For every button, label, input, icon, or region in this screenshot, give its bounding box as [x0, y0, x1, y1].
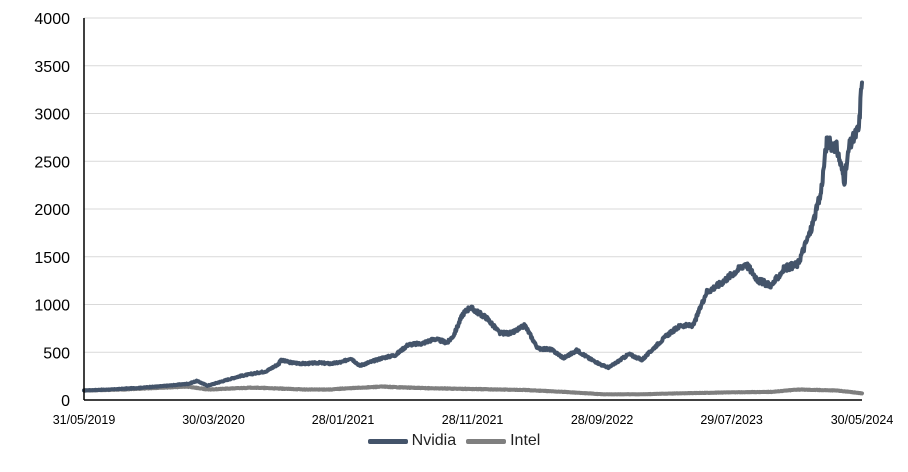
x-axis-labels: 31/05/2019 30/03/2020 28/01/2021 28/11/2021…: [53, 413, 894, 427]
series-line-intel: [82, 384, 864, 397]
y-tick-label: 3500: [34, 59, 70, 76]
legend-item-nvidia: Nvidia: [367, 432, 457, 450]
legend: Nvidia Intel: [0, 430, 908, 452]
series-line-nvidia: [82, 80, 864, 393]
x-tick-label: 31/05/2019: [53, 413, 116, 427]
y-axis-labels: 0 500 1000 1500 2000 2500 3000 3500 4000: [34, 11, 70, 410]
y-tick-label: 4000: [34, 11, 70, 28]
y-tick-label: 0: [61, 393, 70, 410]
axes: [83, 18, 862, 401]
x-tick-label: 28/11/2021: [442, 413, 504, 427]
y-tick-label: 1500: [34, 250, 70, 267]
x-tick-label: 30/03/2020: [182, 413, 245, 427]
y-tick-label: 2000: [34, 202, 70, 219]
series-lines: [82, 80, 864, 397]
x-tick-label: 30/05/2024: [831, 413, 894, 427]
x-tick-label: 28/01/2021: [312, 413, 375, 427]
x-tick-label: 29/07/2023: [700, 413, 763, 427]
y-tick-label: 500: [43, 345, 70, 362]
y-tick-label: 2500: [34, 154, 70, 171]
y-tick-label: 3000: [34, 107, 70, 124]
x-tick-label: 28/09/2022: [571, 413, 634, 427]
legend-swatch-intel: [466, 438, 507, 444]
legend-item-intel: Intel: [466, 432, 540, 450]
legend-swatch-nvidia: [367, 438, 408, 444]
legend-label-intel: Intel: [510, 432, 541, 449]
y-tick-label: 1000: [34, 298, 70, 315]
gridlines: [84, 17, 862, 353]
legend-label-nvidia: Nvidia: [411, 432, 457, 449]
